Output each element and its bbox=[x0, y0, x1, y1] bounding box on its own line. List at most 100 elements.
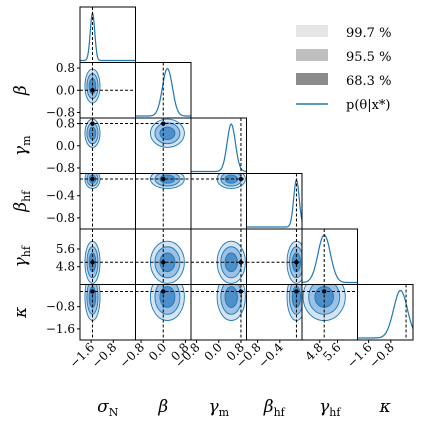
yaxis-label-beta: β bbox=[11, 85, 31, 96]
xaxis-label-sub: m bbox=[219, 406, 230, 419]
panel-beta_hf-beta_hf bbox=[246, 173, 303, 230]
panels-layer: −0.80.00.8−0.80.00.8−0.8−0.44.85.6−1.6−0… bbox=[11, 6, 414, 419]
marginal-density-beta bbox=[135, 67, 191, 117]
legend-label-2: 68.3 % bbox=[346, 74, 391, 89]
xtick-label-beta: −0.8 bbox=[117, 340, 148, 371]
panel-beta_hf-gamma_m bbox=[190, 173, 247, 230]
panel-content bbox=[135, 284, 191, 340]
ytick-label-beta_hf: −0.8 bbox=[46, 211, 75, 225]
xaxis-label-kappa: κ bbox=[379, 397, 391, 417]
panel-content bbox=[135, 62, 191, 118]
truth-point bbox=[90, 88, 95, 93]
truth-point bbox=[161, 260, 166, 265]
panel-frame bbox=[301, 228, 358, 285]
panel-content bbox=[246, 173, 302, 229]
panel-content bbox=[246, 284, 302, 340]
panel-gamma_m-sigma_N: −0.8 0.0 0.8 bbox=[46, 117, 136, 175]
yaxis-label-sub: hf bbox=[20, 190, 33, 202]
marginal-density-gamma_hf bbox=[302, 234, 358, 284]
panel-content bbox=[80, 173, 136, 229]
panel-content bbox=[135, 173, 191, 229]
xtick-label-gamma_hf: 5.6 bbox=[320, 340, 343, 363]
truth-point bbox=[294, 260, 299, 265]
marginal-density-beta_hf bbox=[246, 177, 302, 228]
panel-content bbox=[135, 118, 191, 174]
truth-point bbox=[238, 260, 244, 265]
panel-content bbox=[80, 62, 136, 118]
yaxis-label-sub: hf bbox=[20, 245, 33, 257]
panel-content bbox=[357, 284, 413, 340]
panel-beta-beta bbox=[135, 62, 192, 119]
marginal-density-gamma_m bbox=[191, 123, 247, 173]
truth-point bbox=[90, 121, 95, 126]
legend-label-0: 99.7 % bbox=[346, 26, 391, 41]
panel-beta_hf-beta bbox=[135, 173, 192, 230]
legend: 99.7 % 95.5 % 68.3 % p(θ|x*) bbox=[296, 25, 391, 113]
marginal-density-sigma_N bbox=[80, 10, 136, 62]
panel-gamma_hf-gamma_m bbox=[190, 228, 247, 285]
ytick-label-kappa: −1.6 bbox=[46, 322, 75, 336]
panel-frame bbox=[357, 284, 414, 341]
panel-gamma_hf-beta bbox=[135, 228, 192, 285]
ytick-label-beta_hf: −0.4 bbox=[46, 189, 76, 203]
truth-point bbox=[90, 289, 95, 294]
yaxis-label-gamma_m: γm bbox=[11, 135, 33, 156]
ytick-label-beta: 0.8 bbox=[56, 61, 75, 75]
panel-kappa-kappa: −1.6−0.8 bbox=[344, 284, 414, 371]
panel-content bbox=[135, 229, 191, 285]
panel-content bbox=[191, 173, 247, 229]
panel-content bbox=[80, 229, 136, 285]
panel-gamma_hf-sigma_N: 4.85.6 bbox=[56, 228, 136, 285]
panel-kappa-gamma_hf: 4.85.6 bbox=[301, 284, 358, 364]
xaxis-label-sigma_N: σN bbox=[97, 397, 119, 419]
panel-sigma_N-sigma_N bbox=[79, 6, 136, 63]
xtick-label-sigma_N: −1.6 bbox=[67, 340, 98, 371]
ytick-label-beta: 0.0 bbox=[56, 83, 75, 97]
xtick-label-gamma_m: 0.0 bbox=[201, 340, 224, 363]
panel-beta_hf-sigma_N: −0.8 −0.4 bbox=[46, 173, 136, 230]
contour-683 bbox=[224, 286, 238, 308]
panel-gamma_m-beta bbox=[135, 117, 192, 174]
ytick-label-beta: −0.8 bbox=[46, 105, 75, 119]
truth-point bbox=[90, 176, 95, 182]
panel-content bbox=[191, 229, 247, 285]
panel-content bbox=[80, 7, 136, 63]
truth-point bbox=[294, 289, 299, 294]
xtick-label-beta_hf: −0.4 bbox=[255, 340, 286, 371]
marginal-density-kappa bbox=[357, 289, 413, 339]
xaxis-label-sub: N bbox=[109, 406, 119, 419]
panel-gamma_hf-beta_hf bbox=[246, 228, 303, 285]
ytick-label-gamma_m: −0.8 bbox=[46, 161, 75, 175]
xaxis-label-sub: hf bbox=[329, 406, 341, 419]
truth-point bbox=[238, 289, 244, 294]
ytick-label-gamma_hf: 5.6 bbox=[56, 242, 75, 256]
panel-content bbox=[80, 284, 136, 340]
truth-point bbox=[238, 176, 244, 182]
xaxis-label-beta_hf: βhf bbox=[263, 397, 286, 419]
legend-swatch-1 bbox=[296, 49, 328, 61]
panel-frame bbox=[190, 117, 247, 174]
panel-content bbox=[246, 229, 302, 285]
xtick-label-beta: 0.0 bbox=[146, 340, 169, 363]
xaxis-label-gamma_hf: γhf bbox=[319, 397, 341, 419]
legend-label-3: p(θ|x*) bbox=[346, 98, 391, 113]
truth-point bbox=[161, 176, 166, 182]
panel-content bbox=[302, 229, 358, 285]
truth-point bbox=[161, 121, 166, 126]
legend-swatch-2 bbox=[296, 73, 328, 85]
panel-beta-sigma_N: −0.8 0.0 0.8 bbox=[46, 61, 136, 119]
contour-683 bbox=[159, 126, 176, 140]
legend-swatch-0 bbox=[296, 25, 328, 37]
ytick-label-gamma_hf: 4.8 bbox=[56, 260, 75, 274]
xaxis-label-beta: β bbox=[157, 397, 168, 417]
ytick-label-kappa: −0.8 bbox=[46, 300, 75, 314]
ytick-label-gamma_m: 0.0 bbox=[56, 139, 75, 153]
panel-content bbox=[191, 118, 247, 174]
xtick-label-kappa: −0.8 bbox=[366, 340, 397, 371]
panel-content bbox=[302, 284, 358, 340]
xtick-label-kappa: −1.6 bbox=[344, 340, 375, 371]
truth-point bbox=[90, 260, 95, 265]
panel-content bbox=[191, 284, 247, 340]
xaxis-label-gamma_m: γm bbox=[208, 397, 229, 419]
